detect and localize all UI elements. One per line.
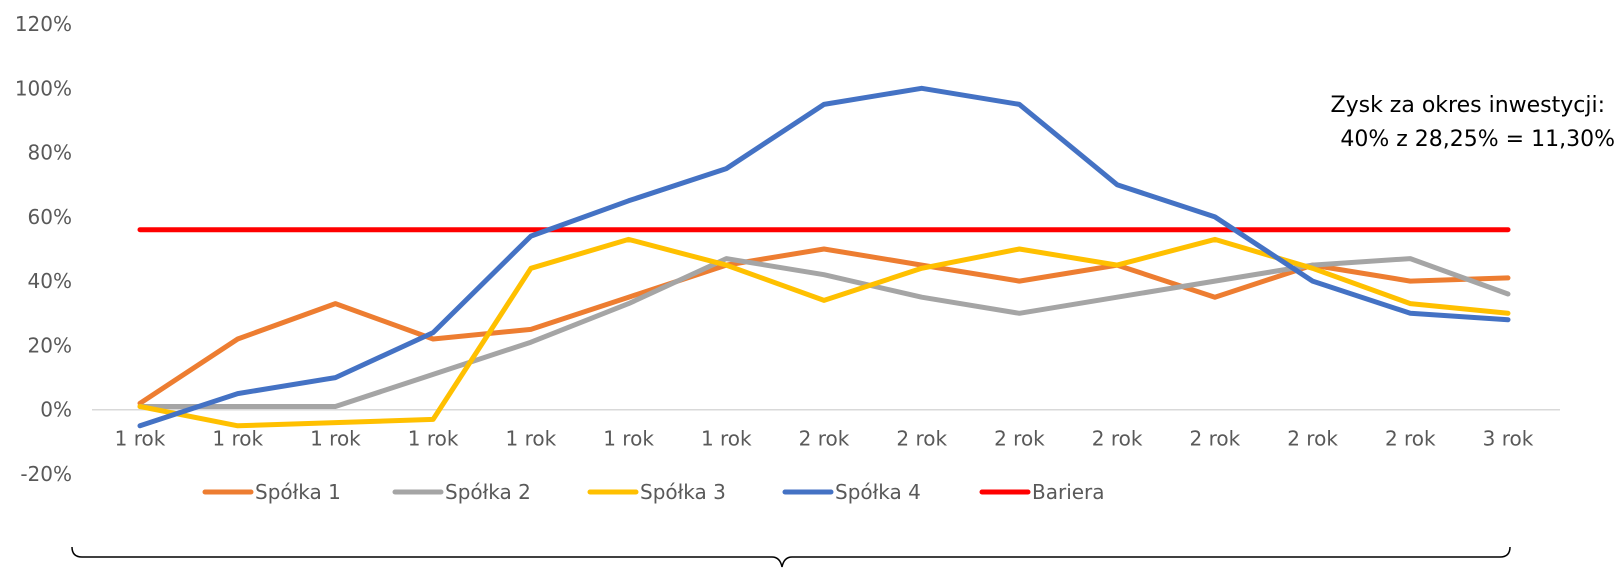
annotation-line-2: 40% z 28,25% = 11,30% xyxy=(1340,127,1615,152)
y-tick-label: 120% xyxy=(15,12,72,36)
y-tick-label: 40% xyxy=(28,269,72,293)
x-tick-label: 2 rok xyxy=(1190,427,1241,451)
y-tick-label: 60% xyxy=(28,205,72,229)
series-lines xyxy=(137,85,1511,429)
series-line-1 xyxy=(137,246,1511,406)
legend-label: Spółka 4 xyxy=(835,480,921,504)
legend-label: Spółka 1 xyxy=(255,480,341,504)
x-tick-label: 2 rok xyxy=(799,427,850,451)
x-tick-label: 2 rok xyxy=(1287,427,1338,451)
y-tick-label: -20% xyxy=(20,462,72,486)
x-tick-label: 1 rok xyxy=(115,427,166,451)
y-tick-label: 20% xyxy=(28,333,72,357)
y-tick-label: 100% xyxy=(15,76,72,100)
series-line-2 xyxy=(137,256,1511,409)
annotation: Zysk za okres inwestycji: 40% z 28,25% =… xyxy=(1331,93,1615,152)
x-tick-label: 2 rok xyxy=(896,427,947,451)
y-axis-labels: 120% 100% 80% 60% 40% 20% 0% -20% xyxy=(15,12,72,486)
x-tick-label: 3 rok xyxy=(1483,427,1534,451)
series-line-3 xyxy=(137,236,1511,429)
legend: Spółka 1 Spółka 2 Spółka 3 Spółka 4 Bariera xyxy=(202,480,1105,504)
x-tick-label: 1 rok xyxy=(408,427,459,451)
x-axis-labels: 1 rok 1 rok 1 rok 1 rok 1 rok 1 rok 1 rok 2 rok… xyxy=(115,427,1534,451)
legend-label: Spółka 3 xyxy=(640,480,726,504)
annotation-line-1: Zysk za okres inwestycji: xyxy=(1331,93,1605,118)
x-tick-label: 2 rok xyxy=(1092,427,1143,451)
period-brace xyxy=(71,546,1511,568)
x-tick-label: 1 rok xyxy=(603,427,654,451)
series-line-4 xyxy=(137,85,1511,429)
x-tick-label: 1 rok xyxy=(701,427,752,451)
x-tick-label: 1 rok xyxy=(506,427,557,451)
x-tick-label: 2 rok xyxy=(1385,427,1436,451)
x-tick-label: 2 rok xyxy=(994,427,1045,451)
legend-label: Spółka 2 xyxy=(445,480,531,504)
y-tick-label: 80% xyxy=(28,141,72,165)
x-tick-label: 1 rok xyxy=(310,427,361,451)
y-tick-label: 0% xyxy=(40,398,72,422)
x-tick-label: 1 rok xyxy=(212,427,263,451)
legend-label: Bariera xyxy=(1032,480,1105,504)
